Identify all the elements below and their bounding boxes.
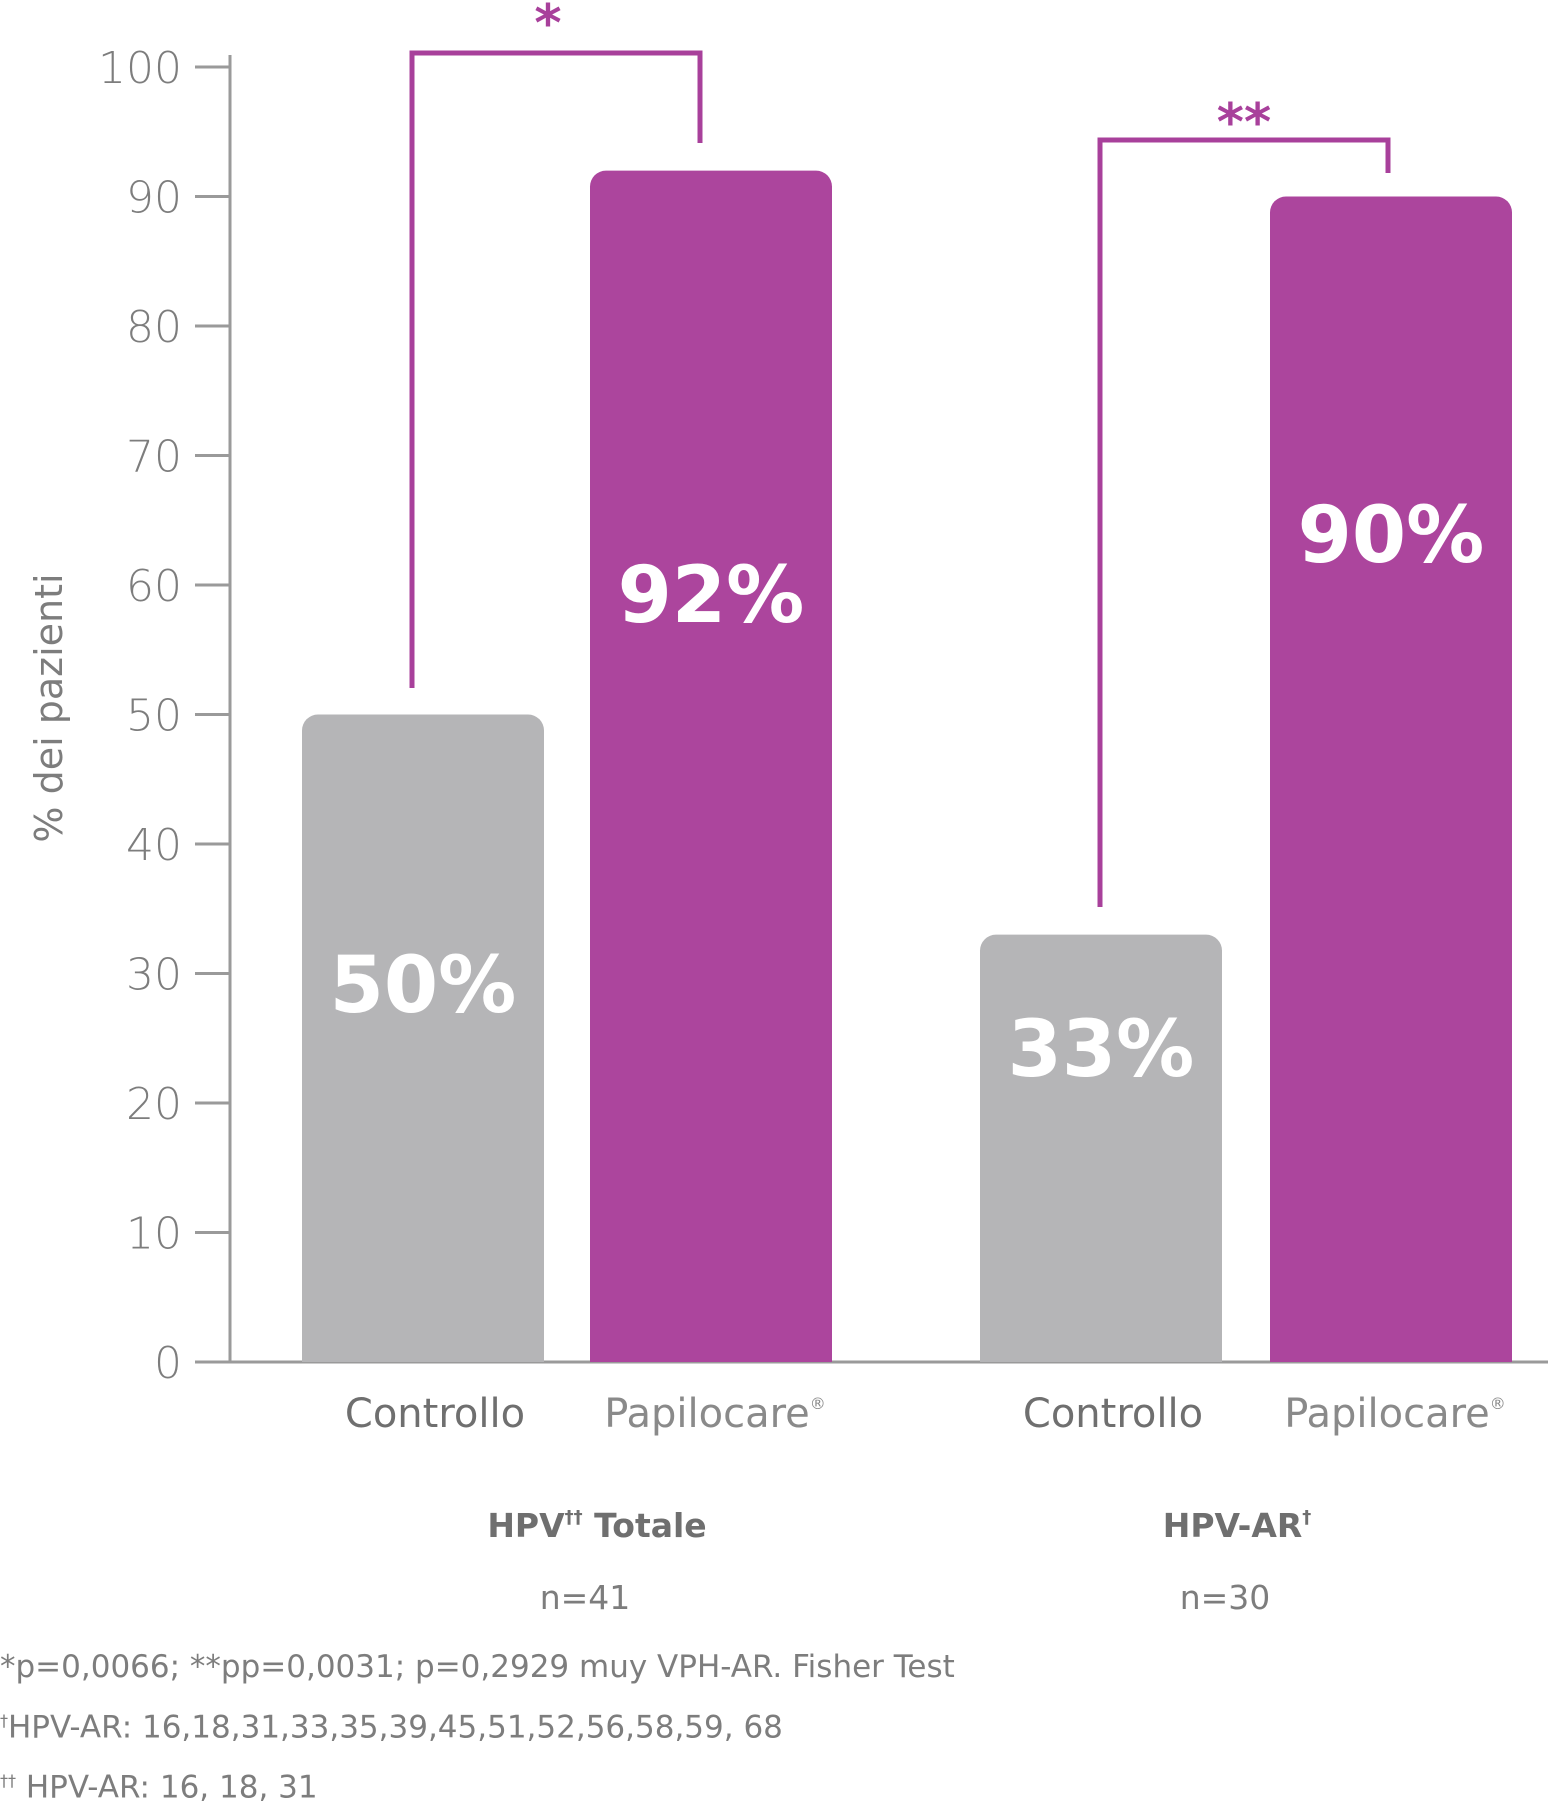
significance-marker-1: * xyxy=(534,0,561,54)
category-label-1-papilocare: Papilocare® xyxy=(604,1391,826,1437)
value-label-1-controllo: 50% xyxy=(330,941,517,1031)
significance-marker-2: ** xyxy=(1217,93,1271,153)
bar-base-2-papilocare xyxy=(1270,1342,1512,1362)
group-label-1: HPV†† Totale xyxy=(487,1506,706,1545)
footnote-hpv-total: †† HPV-AR: 16, 18, 31 xyxy=(0,1769,318,1806)
y-tick-label-90: 90 xyxy=(126,173,182,224)
y-tick-label-100: 100 xyxy=(98,43,182,94)
y-tick-label-30: 30 xyxy=(126,950,182,1001)
bar-2-papilocare xyxy=(1270,196,1512,1362)
y-tick-label-60: 60 xyxy=(126,561,182,612)
bars xyxy=(302,170,1512,1363)
significance-bracket-2 xyxy=(1097,137,1391,907)
y-tick-label-70: 70 xyxy=(126,432,182,483)
axes: 0 10 20 30 40 50 60 70 80 90 100 xyxy=(98,43,1548,1389)
y-tick-label-20: 20 xyxy=(126,1079,182,1130)
bar-base-1-controllo xyxy=(302,1342,544,1362)
group-label-superscript: †† xyxy=(565,1507,583,1528)
y-tick-label-50: 50 xyxy=(126,691,182,742)
significance-bracket-1 xyxy=(409,50,703,688)
bar-1-papilocare xyxy=(590,170,832,1363)
category-label-1-controllo: Controllo xyxy=(345,1391,525,1437)
value-label-2-papilocare: 90% xyxy=(1298,491,1485,581)
footnotes: *p=0,0066; **pp=0,0031; p=0,2929 muy VPH… xyxy=(0,1640,1200,1815)
n-label-2: n=30 xyxy=(1180,1578,1271,1617)
group-label-superscript: † xyxy=(1302,1507,1311,1528)
category-label-2-controllo: Controllo xyxy=(1023,1391,1203,1437)
registered-mark: ® xyxy=(810,1394,826,1413)
footnote-hpv-ar: †HPV-AR: 16,18,31,33,35,39,45,51,52,56,5… xyxy=(0,1709,783,1746)
labels: 50% Controllo 92% Papilocare® HPV†† Totale n=… xyxy=(330,0,1506,1617)
value-label-2-controllo: 33% xyxy=(1008,1005,1195,1095)
bar-1-controllo xyxy=(302,714,544,1362)
group-label-suffix: Totale xyxy=(583,1506,707,1545)
value-label-1-papilocare: 92% xyxy=(618,551,805,641)
n-label-1: n=41 xyxy=(540,1578,631,1617)
category-label-2-papilocare: Papilocare® xyxy=(1284,1391,1506,1437)
group-label-main: HPV xyxy=(487,1506,565,1545)
y-tick-label-10: 10 xyxy=(126,1209,182,1260)
y-tick-label-40: 40 xyxy=(126,820,182,871)
footnote-significance: *p=0,0066; **pp=0,0031; p=0,2929 muy VPH… xyxy=(0,1649,955,1685)
y-tick-label-0: 0 xyxy=(154,1338,182,1389)
bar-base-2-controllo xyxy=(980,1342,1222,1362)
bar-base-1-papilocare xyxy=(590,1342,832,1362)
group-label-2: HPV-AR† xyxy=(1163,1506,1312,1545)
bar-2-controllo xyxy=(980,934,1222,1362)
y-tick-label-80: 80 xyxy=(126,302,182,353)
registered-mark: ® xyxy=(1490,1394,1506,1413)
group-label-main: HPV-AR xyxy=(1163,1506,1303,1545)
y-axis-label: % dei pazienti xyxy=(27,573,71,842)
